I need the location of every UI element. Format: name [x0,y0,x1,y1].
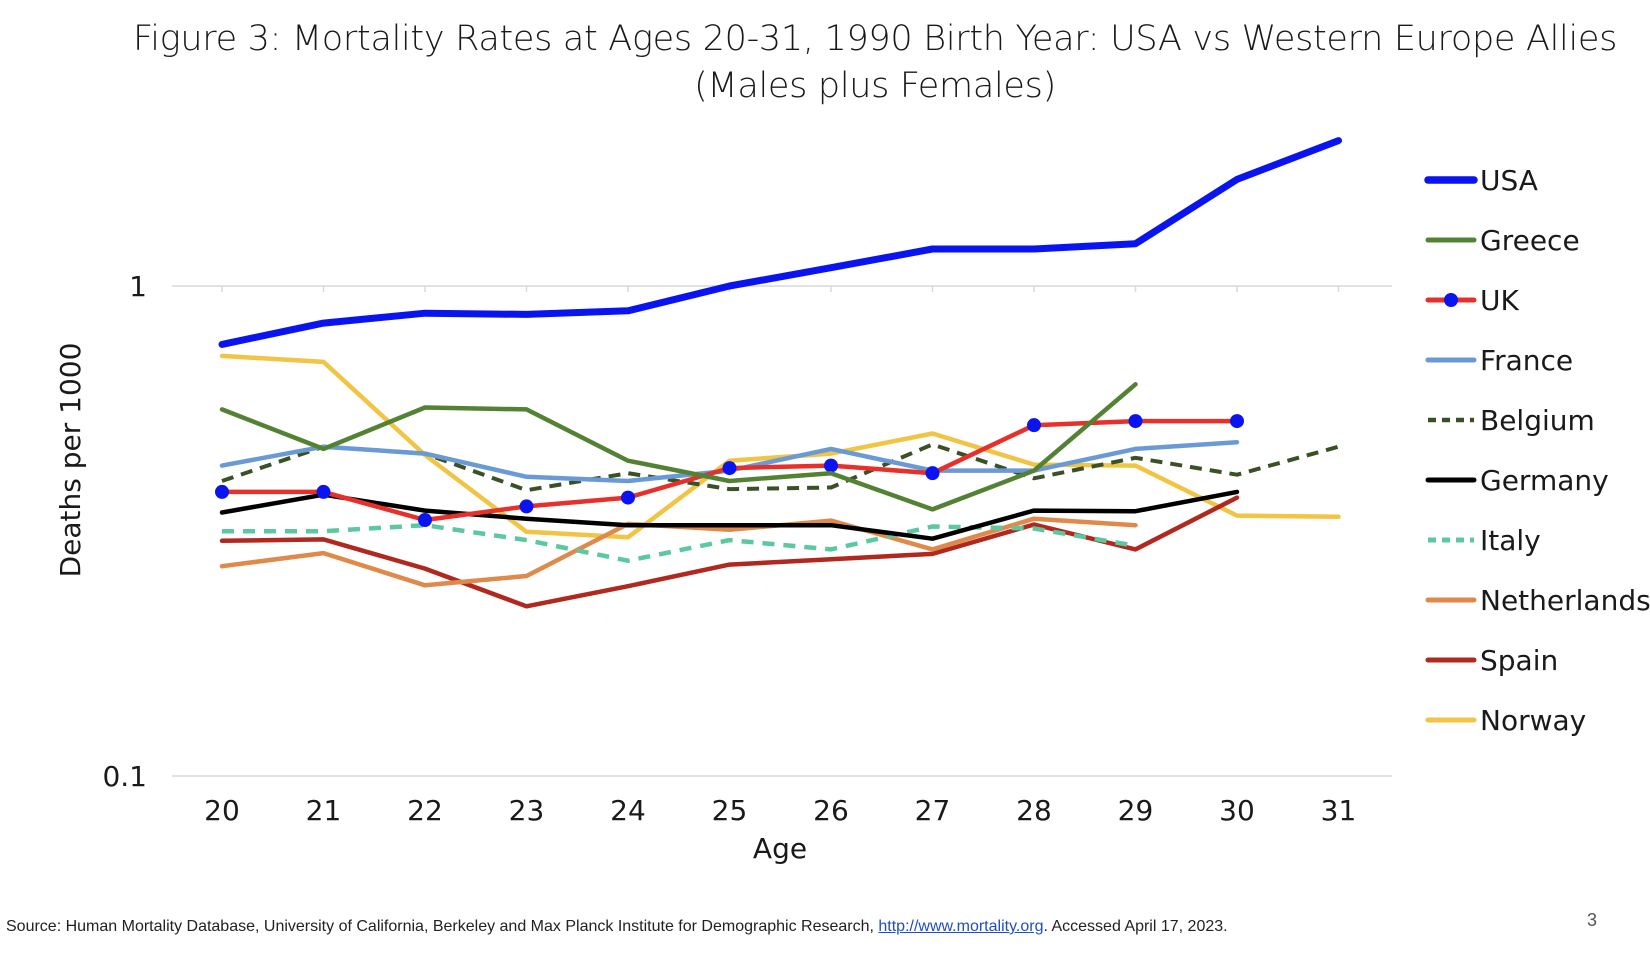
legend-label-belgium: Belgium [1480,404,1595,437]
y-tick-label: 0.1 [102,760,147,793]
legend-label-norway: Norway [1480,704,1586,737]
legend-label-greece: Greece [1480,224,1580,257]
data-point-uk [722,461,737,476]
series-line-greece [219,382,1138,512]
legend-label-germany: Germany [1480,464,1609,497]
x-tick-label: 21 [306,794,342,827]
chart-subtitle: (Males plus Females) [694,66,1056,106]
x-tick-label: 23 [509,794,545,827]
grid-lines [172,285,1392,777]
x-tick-label: 20 [204,794,240,827]
legend-label-spain: Spain [1480,644,1558,677]
x-tick-label: 31 [1321,794,1357,827]
data-point-uk [316,484,331,499]
series-lines [215,137,1342,609]
x-tick-label: 29 [1118,794,1154,827]
chart-title: Figure 3: Mortality Rates at Ages 20-31,… [132,19,1618,59]
source-accessed-text: . Accessed April 17, 2023. [1043,918,1228,935]
data-point-uk [621,490,635,505]
x-tick-label: 30 [1219,794,1255,827]
series-line-usa [218,137,1342,348]
source-footnote: Source: Human Mortality Database, Univer… [6,918,1228,936]
data-point-uk [519,499,534,514]
legend-label-uk: UK [1480,284,1519,317]
data-point-uk [824,458,838,473]
legend: USA Greece UK France Belgium Germany Italy Neth… [1424,164,1650,737]
source-link[interactable]: http://www.mortality.org [878,918,1044,935]
x-axis-title: Age [753,832,807,865]
legend-label-netherlands: Netherlands [1480,584,1650,617]
data-point-uk [1128,414,1143,429]
x-tick-label: 26 [813,794,849,827]
series-line-italy [222,522,1136,563]
source-text: Source: Human Mortality Database, Univer… [6,918,879,935]
series-line-spain [219,495,1240,609]
data-point-uk [925,466,940,481]
data-point-uk [1027,418,1041,433]
x-tick-label: 28 [1016,794,1052,827]
legend-marker-uk [1444,293,1458,307]
x-tick-label: 27 [915,794,951,827]
series-line-germany [219,489,1240,541]
y-axis-title: Deaths per 1000 [54,343,87,578]
series-line-norway [219,353,1341,540]
data-point-uk [1230,414,1244,429]
y-tick-label: 1 [129,270,147,303]
data-point-uk [418,513,432,528]
x-tick-label: 22 [407,794,443,827]
legend-label-france: France [1480,344,1573,377]
page-number: 3 [1587,910,1598,930]
data-point-uk [215,484,229,499]
legend-label-usa: USA [1480,164,1538,197]
legend-label-italy: Italy [1480,524,1541,557]
x-tick-label: 24 [610,794,646,827]
axes: 0.1 1 20 21 22 23 24 25 26 27 28 29 30 31 Age Deaths pe… [54,270,1356,865]
mortality-line-chart: 0.1 1 20 21 22 23 24 25 26 27 28 29 30 31 Age Deaths pe… [54,137,1650,865]
x-tick-label: 25 [712,794,748,827]
